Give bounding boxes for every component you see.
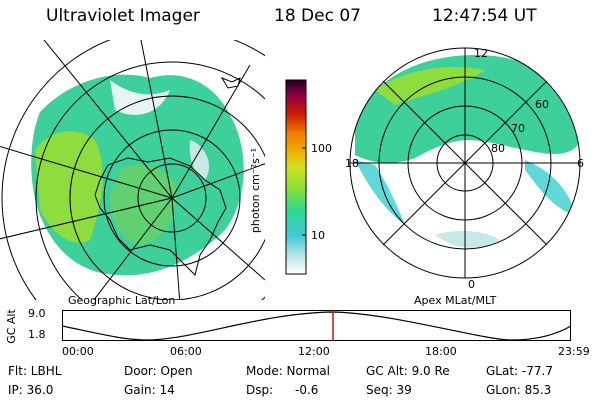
altitude-ylabel: GC Alt	[4, 309, 18, 344]
mlt-label-top: 12	[474, 47, 488, 60]
mlat-label-80: 80	[491, 142, 505, 155]
filter-info: Flt: LBHL	[8, 364, 62, 378]
altitude-xtick-0600: 06:00	[170, 345, 202, 358]
mlat-label-60: 60	[535, 98, 549, 111]
colorbar-tick-100: 100	[311, 142, 332, 155]
mode-info: Mode: Normal	[246, 364, 330, 378]
seq-info: Seq: 39	[366, 383, 412, 397]
dsp-value: -0.6	[295, 383, 319, 397]
mlt-label-left: 18	[345, 157, 359, 170]
altitude-curve	[62, 311, 572, 341]
altitude-xtick-2359: 23:59	[558, 345, 590, 358]
mlat-label-70: 70	[511, 122, 525, 135]
altitude-xtick-0000: 00:00	[62, 345, 94, 358]
mlt-label-right: 6	[577, 157, 584, 170]
date-label: 18 Dec 07	[274, 6, 361, 26]
altitude-xtick-1200: 12:00	[298, 345, 330, 358]
altitude-xtick-1800: 18:00	[425, 345, 457, 358]
colorbar-tick-10: 10	[311, 229, 325, 242]
altitude-plot	[62, 310, 572, 341]
glat-info: GLat: -77.7	[486, 364, 553, 378]
colorbar	[285, 79, 307, 275]
right-map-label: Apex MLat/MLT	[414, 294, 497, 307]
gc-alt-info: GC Alt: 9.0 Re	[366, 364, 450, 378]
geographic-map	[0, 40, 265, 300]
door-info: Door: Open	[124, 364, 193, 378]
altitude-ytick-1-8: 1.8	[28, 328, 46, 341]
glon-info: GLon: 85.3	[486, 383, 552, 397]
altitude-ytick-9: 9.0	[28, 307, 46, 320]
dsp-label: Dsp:	[246, 383, 274, 397]
mlt-label-bottom: 0	[468, 278, 475, 291]
left-map-label: Geographic Lat/Lon	[68, 294, 176, 307]
time-label: 12:47:54 UT	[432, 6, 537, 26]
colorbar-unit-label: photon cm⁻²s⁻¹	[249, 147, 263, 234]
colorbar-gradient	[285, 79, 307, 275]
instrument-title: Ultraviolet Imager	[46, 6, 200, 26]
ip-info: IP: 36.0	[8, 383, 54, 397]
polar-mlat-mlt-map	[349, 47, 581, 279]
gain-info: Gain: 14	[124, 383, 175, 397]
